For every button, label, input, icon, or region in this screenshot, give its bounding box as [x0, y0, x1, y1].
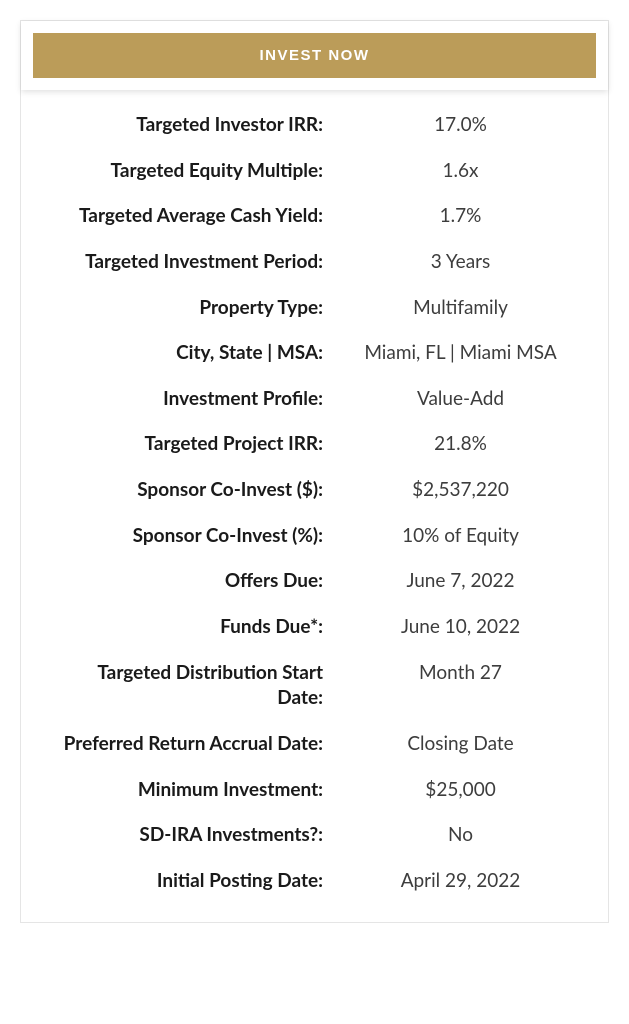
detail-value: 10% of Equity: [341, 523, 580, 549]
detail-value: $25,000: [341, 777, 580, 803]
detail-row: SD-IRA Investments?: No: [49, 822, 580, 848]
detail-row: Sponsor Co-Invest ($): $2,537,220: [49, 477, 580, 503]
detail-value: Miami, FL | Miami MSA: [341, 340, 580, 366]
detail-label: Funds Due*:: [49, 614, 341, 640]
detail-value: $2,537,220: [341, 477, 580, 503]
detail-label: Investment Profile:: [49, 386, 341, 412]
detail-value: Value-Add: [341, 386, 580, 412]
detail-label: Targeted Distribution Start Date:: [49, 660, 341, 711]
detail-row: Minimum Investment: $25,000: [49, 777, 580, 803]
detail-value: Month 27: [341, 660, 580, 686]
detail-row: Targeted Distribution Start Date: Month …: [49, 660, 580, 711]
detail-label: SD-IRA Investments?:: [49, 822, 341, 848]
detail-label: Targeted Project IRR:: [49, 431, 341, 457]
detail-row: Initial Posting Date: April 29, 2022: [49, 868, 580, 894]
detail-row: Targeted Average Cash Yield: 1.7%: [49, 203, 580, 229]
detail-label: Initial Posting Date:: [49, 868, 341, 894]
detail-label: Offers Due:: [49, 568, 341, 594]
investment-card: INVEST NOW Targeted Investor IRR: 17.0% …: [20, 20, 609, 923]
detail-value: Multifamily: [341, 295, 580, 321]
detail-row: City, State | MSA: Miami, FL | Miami MSA: [49, 340, 580, 366]
detail-label: Sponsor Co-Invest (%):: [49, 523, 341, 549]
detail-label: Targeted Average Cash Yield:: [49, 203, 341, 229]
detail-value: Closing Date: [341, 731, 580, 757]
detail-row: Funds Due*: June 10, 2022: [49, 614, 580, 640]
detail-label: Targeted Investment Period:: [49, 249, 341, 275]
detail-value: 1.7%: [341, 203, 580, 229]
detail-value: No: [341, 822, 580, 848]
detail-row: Investment Profile: Value-Add: [49, 386, 580, 412]
detail-label: Targeted Equity Multiple:: [49, 158, 341, 184]
detail-row: Targeted Project IRR: 21.8%: [49, 431, 580, 457]
invest-now-button[interactable]: INVEST NOW: [33, 33, 596, 78]
cta-wrapper: INVEST NOW: [21, 21, 608, 90]
detail-label: Preferred Return Accrual Date:: [49, 731, 341, 757]
detail-row: Targeted Investment Period: 3 Years: [49, 249, 580, 275]
detail-value: 17.0%: [341, 112, 580, 138]
detail-label: Sponsor Co-Invest ($):: [49, 477, 341, 503]
investment-details: Targeted Investor IRR: 17.0% Targeted Eq…: [21, 90, 608, 922]
detail-value: April 29, 2022: [341, 868, 580, 894]
detail-value: June 7, 2022: [341, 568, 580, 594]
detail-row: Property Type: Multifamily: [49, 295, 580, 321]
detail-row: Targeted Investor IRR: 17.0%: [49, 112, 580, 138]
detail-value: 1.6x: [341, 158, 580, 184]
detail-row: Sponsor Co-Invest (%): 10% of Equity: [49, 523, 580, 549]
detail-value: 3 Years: [341, 249, 580, 275]
detail-row: Preferred Return Accrual Date: Closing D…: [49, 731, 580, 757]
detail-label: Targeted Investor IRR:: [49, 112, 341, 138]
detail-value: June 10, 2022: [341, 614, 580, 640]
detail-value: 21.8%: [341, 431, 580, 457]
detail-label: Minimum Investment:: [49, 777, 341, 803]
detail-label: City, State | MSA:: [49, 340, 341, 366]
detail-label: Property Type:: [49, 295, 341, 321]
detail-row: Offers Due: June 7, 2022: [49, 568, 580, 594]
detail-row: Targeted Equity Multiple: 1.6x: [49, 158, 580, 184]
